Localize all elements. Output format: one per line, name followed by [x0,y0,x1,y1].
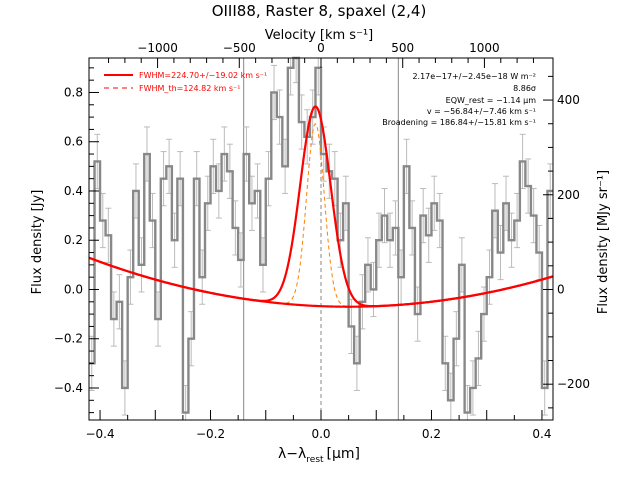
x-tick-label: −0.4 [85,427,114,441]
top-tick-label: 0 [317,41,325,55]
right-tick-label: 400 [557,93,580,107]
right-tick-label: 0 [557,282,565,296]
legend-label-fwhm: FWHM=224.70+/−19.02 km s⁻¹ [139,71,267,80]
top-tick-label: 500 [391,41,414,55]
plot-area: −0.4 −0.2 0.0 0.2 0.4 −0.4 −0.2 0.0 0.2 0.4 0.6 0.8… [54,41,590,441]
right-tick-label: 200 [557,188,580,202]
ticks: −0.4 −0.2 0.0 0.2 0.4 −0.4 −0.2 0.0 0.2 0.4 0.6 0.8… [54,41,590,441]
x-tick-label: 0.2 [422,427,441,441]
y-tick-label: 0.2 [64,233,83,247]
right-tick-label: −200 [557,377,590,391]
y-axis-label: Flux density [Jy] [30,190,45,295]
y-tick-label: 0.8 [64,85,83,99]
y-tick-label: −0.4 [54,381,83,395]
x-tick-label: −0.2 [196,427,225,441]
top-axis-label: Velocity [km s⁻¹] [265,28,373,43]
legend-label-fwhm-th: FWHM_th=124.82 km s⁻¹ [139,84,240,93]
fit-curves [88,105,554,308]
annotation-flux: 2.17e−17+/−2.45e−18 W m⁻² [412,72,536,81]
annotation-eqw: EQW_rest = −1.14 μm [446,96,537,105]
annotation-broadening: Broadening = 186.84+/−15.81 km s⁻¹ [382,118,536,127]
chart-title: OIII88, Raster 8, spaxel (2,4) [212,2,427,20]
data-series [88,56,554,421]
x-tick-label: 0.4 [532,427,551,441]
y-tick-label: 0.0 [64,282,83,296]
baseline-thick [88,256,554,308]
y-tick-label: 0.6 [64,135,83,149]
top-tick-label: −500 [223,41,256,55]
x-tick-label: 0.0 [311,427,330,441]
annotation-velocity: v = −56.84+/−7.46 km s⁻¹ [427,107,536,116]
y-tick-label: −0.2 [54,332,83,346]
legend: FWHM=224.70+/−19.02 km s⁻¹ FWHM_th=124.8… [104,71,267,93]
annotations: 2.17e−17+/−2.45e−18 W m⁻² 8.86σ EQW_rest… [382,72,536,127]
top-tick-label: 1000 [469,41,500,55]
y-tick-label: 0.4 [64,184,83,198]
top-tick-label: −1000 [137,41,178,55]
right-axis-label: Flux density [MJy sr⁻¹] [596,170,611,314]
data-step-line [89,56,553,414]
annotation-sigma: 8.86σ [513,84,536,93]
x-axis-label: λ−λrest [μm] [278,446,360,465]
